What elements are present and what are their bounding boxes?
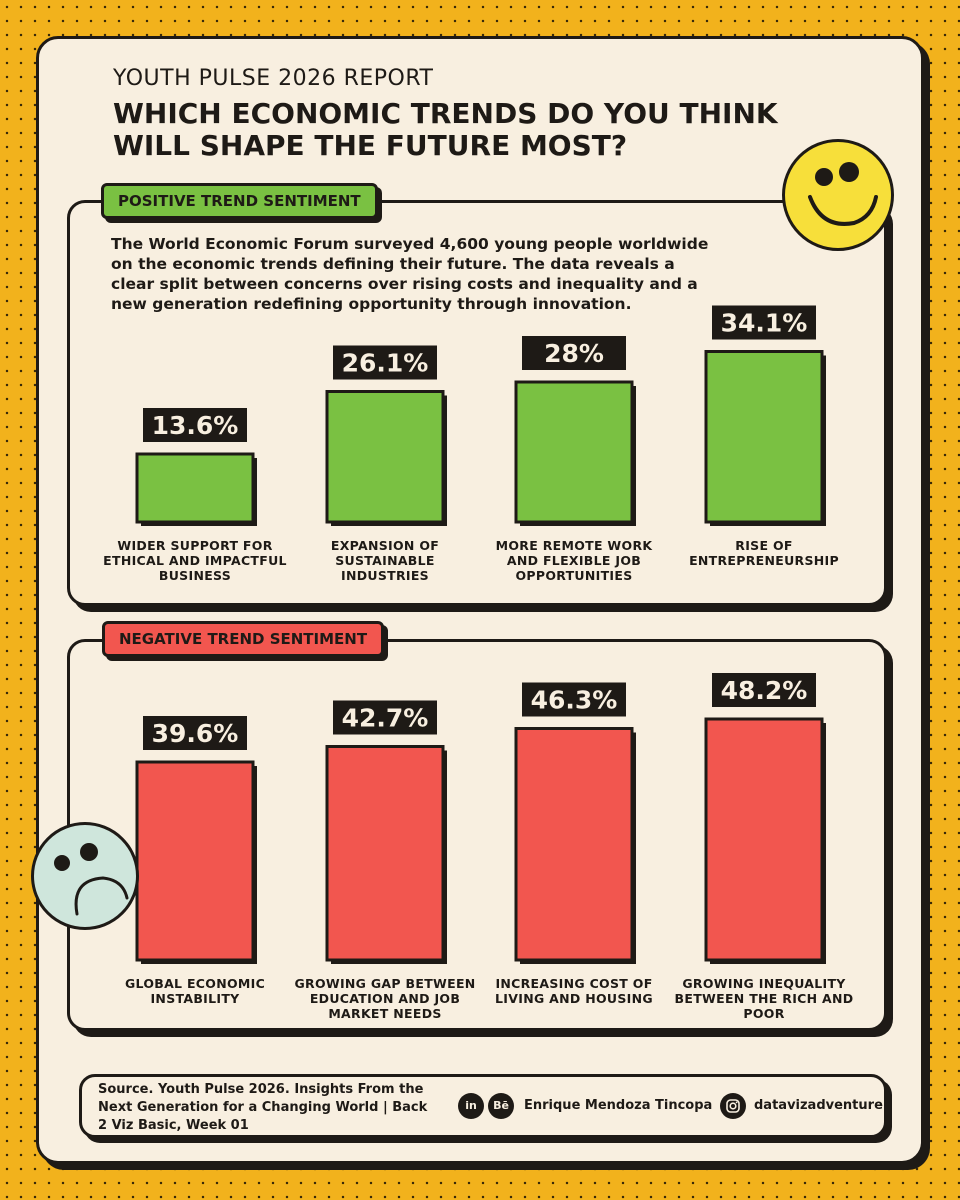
survey-description: The World Economic Forum surveyed 4,600 … [111, 235, 709, 313]
frown-mouth-icon [74, 876, 129, 916]
report-subtitle: YOUTH PULSE 2026 REPORT [113, 66, 434, 91]
positive-value-badge-2 [333, 345, 437, 380]
positive-value-badge-1 [143, 408, 247, 442]
negative-bar-1 [135, 760, 255, 962]
behance-icon[interactable]: Bē [488, 1093, 514, 1119]
sad-eye-icon [80, 843, 98, 861]
linkedin-icon[interactable]: in [458, 1093, 484, 1119]
negative-value-badge-1 [143, 716, 247, 750]
positive-section-tag: POSITIVE TREND SENTIMENT [101, 183, 378, 219]
smiley-eye-icon [839, 162, 859, 182]
positive-bar-2 [325, 390, 445, 524]
negative-value-label-1: 39.6% [152, 719, 239, 748]
smile-mouth-icon [808, 195, 878, 226]
instagram-glyph-icon [726, 1099, 740, 1113]
negative-value-badge-2 [333, 700, 437, 735]
positive-bar-4 [704, 350, 824, 524]
sad-eye-icon [54, 855, 70, 871]
sad-face-icon [31, 822, 139, 930]
positive-value-label-4: 34.1% [721, 309, 808, 338]
positive-value-badge-4 [712, 305, 816, 340]
negative-category-label-1: GLOBAL ECONOMIC INSTABILITY [124, 976, 266, 1006]
positive-category-label-4: RISE OF ENTREPRENEURSHIP [689, 538, 839, 568]
page-title: WHICH ECONOMIC TRENDS DO YOU THINK WILL … [113, 97, 778, 162]
source-note: Source. Youth Pulse 2026. Insights From … [98, 1082, 428, 1133]
positive-category-label-3: MORE REMOTE WORK AND FLEXIBLE JOB OPPORT… [495, 538, 653, 583]
negative-bar-4 [704, 717, 824, 962]
positive-value-label-2: 26.1% [342, 349, 429, 378]
negative-value-label-4: 48.2% [721, 676, 808, 705]
positive-category-label-1: WIDER SUPPORT FOR ETHICAL AND IMPACTFUL … [103, 538, 287, 583]
author-name: Enrique Mendoza Tincopa [524, 1098, 713, 1113]
negative-bar-2 [325, 745, 445, 962]
negative-value-label-3: 46.3% [531, 686, 618, 715]
negative-section-tag: NEGATIVE TREND SENTIMENT [102, 621, 385, 657]
negative-category-label-4: GROWING INEQUALITY BETWEEN THE RICH AND … [674, 976, 854, 1021]
social-handle[interactable]: datavizadventure [754, 1098, 883, 1113]
positive-category-label-2: EXPANSION OF SUSTAINABLE INDUSTRIES [330, 538, 440, 583]
negative-value-badge-3 [522, 682, 626, 717]
footer-bar: Source. Youth Pulse 2026. Insights From … [79, 1074, 887, 1138]
negative-category-label-2: GROWING GAP BETWEEN EDUCATION AND JOB MA… [294, 976, 476, 1021]
positive-value-badge-3 [522, 336, 626, 370]
negative-category-label-3: INCREASING COST OF LIVING AND HOUSING [495, 976, 653, 1006]
negative-bar-3 [514, 727, 634, 962]
positive-value-label-1: 13.6% [152, 411, 239, 440]
negative-value-badge-4 [712, 673, 816, 707]
positive-bar-1 [135, 452, 255, 524]
smiley-eye-icon [815, 168, 833, 186]
negative-value-label-2: 42.7% [342, 704, 429, 733]
positive-bar-3 [514, 380, 634, 524]
smiley-face-icon [782, 139, 894, 251]
instagram-icon[interactable] [720, 1093, 746, 1119]
positive-value-label-3: 28% [544, 339, 604, 368]
